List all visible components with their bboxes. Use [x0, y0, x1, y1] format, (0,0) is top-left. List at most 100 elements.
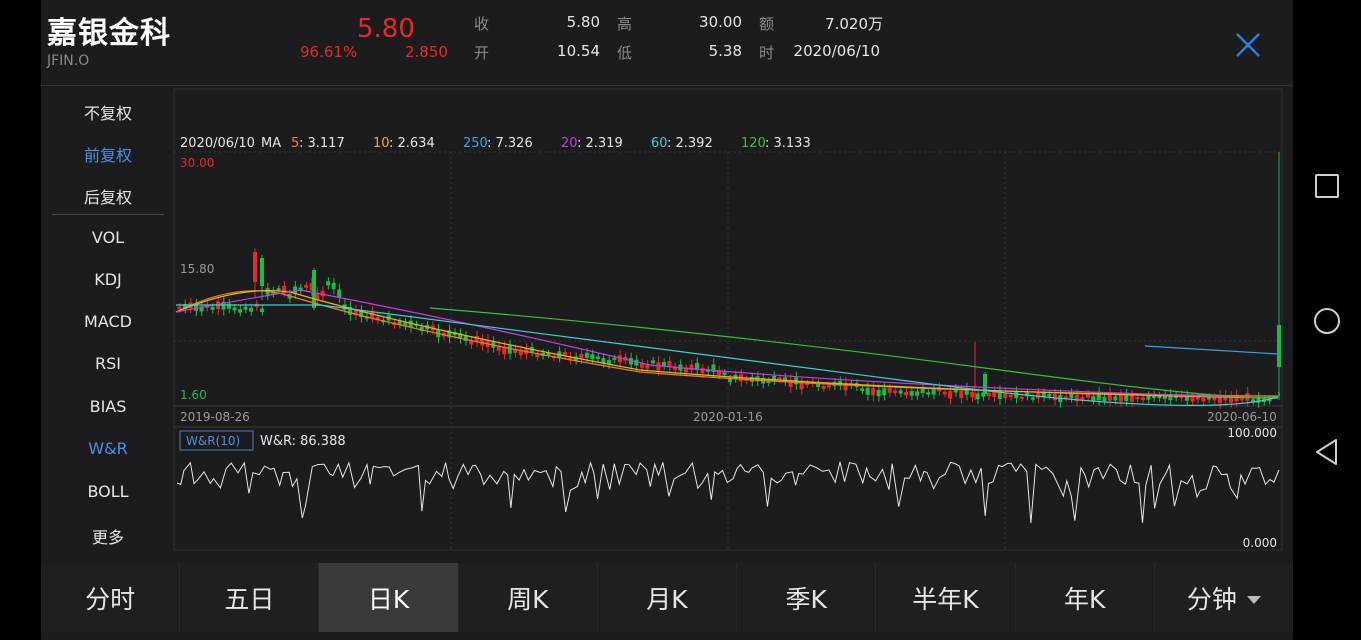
close-icon[interactable]	[1233, 30, 1263, 60]
candle-body	[1250, 399, 1255, 402]
ma-line-250	[1144, 345, 1279, 355]
candle-body	[1107, 392, 1112, 401]
menu-more[interactable]: 更多	[91, 528, 124, 547]
menu-bias[interactable]: BIAS	[89, 397, 127, 416]
tab-timeshare[interactable]: 分时	[41, 563, 181, 632]
menu-backward-adjusted[interactable]: 后复权	[83, 188, 132, 207]
menu-rsi[interactable]: RSI	[95, 354, 121, 373]
candle-body	[312, 270, 316, 308]
period-tabs: 分时 五日 日K 周K 月K 季K 半年K 年K 分钟	[41, 563, 1293, 632]
candle-body	[353, 309, 358, 316]
menu-boll[interactable]: BOLL	[87, 482, 129, 501]
candle-body	[375, 317, 380, 321]
candle-body	[975, 393, 980, 400]
ma-line-60	[176, 304, 1279, 406]
candle-body	[1217, 395, 1222, 404]
menu-macd[interactable]: MACD	[84, 312, 132, 331]
tab-daily-k[interactable]: 日K	[319, 563, 459, 632]
stat-label-time: 时	[759, 44, 775, 62]
candle-body	[253, 252, 257, 282]
candle-body	[882, 388, 887, 396]
candle-body	[1184, 395, 1189, 401]
candle-body	[970, 391, 975, 398]
candle-body	[628, 357, 633, 365]
stat-label-amount: 额	[759, 15, 775, 33]
candle-body	[359, 310, 364, 318]
candle-body	[711, 364, 716, 372]
tab-five-day[interactable]: 五日	[180, 563, 320, 632]
wr-y-bottom: 0.000	[1243, 536, 1277, 550]
candle-body	[1052, 393, 1057, 401]
stock-name: 嘉银金科	[47, 16, 171, 51]
candle-body	[337, 289, 342, 298]
stat-value-high: 30.00	[699, 13, 742, 31]
menu-forward-adjusted[interactable]: 前复权	[83, 146, 132, 165]
candle-body	[1146, 395, 1151, 400]
candle-body	[650, 360, 655, 364]
candle-body	[700, 368, 705, 374]
candle-body	[260, 258, 264, 286]
menu-kdj[interactable]: KDJ	[94, 270, 122, 289]
candle-body	[304, 284, 309, 288]
menu-wr[interactable]: W&R	[88, 439, 128, 458]
candle-body	[1124, 394, 1129, 402]
menu-unadjusted[interactable]: 不复权	[83, 104, 132, 123]
candle-body	[722, 372, 727, 375]
tab-label: 日K	[367, 584, 410, 614]
candle-body	[1096, 392, 1101, 400]
candle-body	[1206, 396, 1211, 400]
tab-monthly-k[interactable]: 月K	[597, 563, 738, 632]
candle-body	[210, 306, 215, 310]
tab-yearly-k[interactable]: 年K	[1015, 563, 1155, 632]
back-icon[interactable]	[1312, 437, 1342, 467]
x-label-end: 2020-06-10	[1207, 410, 1277, 424]
candle-body	[617, 355, 622, 363]
legend-key-10: 10	[373, 136, 390, 151]
current-price: 5.80	[357, 14, 415, 44]
candle-body	[1195, 396, 1200, 400]
candle-body	[1223, 394, 1228, 401]
candle-body	[474, 335, 479, 342]
candle-body	[661, 362, 666, 367]
candle-body	[612, 357, 617, 360]
menu-vol[interactable]: VOL	[91, 228, 125, 247]
candle-body	[331, 282, 336, 290]
candle-body	[513, 348, 518, 354]
candle-body	[518, 350, 523, 356]
tab-quarterly-k[interactable]: 季K	[737, 563, 877, 632]
y-label-top: 30.00	[180, 156, 214, 170]
tab-weekly-k[interactable]: 周K	[458, 563, 598, 632]
candle-body	[694, 362, 699, 370]
candle-body	[964, 388, 969, 395]
tab-minute[interactable]: 分钟	[1154, 563, 1293, 632]
candle-body	[469, 340, 474, 345]
recent-apps-icon[interactable]	[1313, 172, 1341, 200]
candle-body	[645, 364, 650, 369]
stat-label-close: 收	[474, 15, 490, 33]
candle-body	[639, 363, 644, 368]
candle-body	[1151, 394, 1156, 398]
candle-body	[799, 382, 804, 390]
candle-body	[898, 390, 903, 394]
stat-label-high: 高	[617, 15, 633, 33]
tab-half-year-k[interactable]: 半年K	[876, 563, 1016, 632]
tab-label: 周K	[507, 584, 549, 614]
wr-badge	[179, 430, 254, 451]
candle-body	[716, 370, 721, 375]
legend-key-250: 250	[463, 136, 488, 151]
candle-body	[348, 306, 353, 315]
candle-body	[282, 285, 287, 292]
candle-body	[981, 392, 986, 397]
candle-body	[243, 306, 248, 310]
candle-body	[1140, 397, 1145, 401]
legend-value-20: : 2.319	[577, 136, 623, 151]
home-icon[interactable]	[1311, 305, 1343, 337]
candle-body	[601, 358, 606, 364]
candle-body	[447, 330, 452, 338]
candle-body	[1228, 396, 1233, 403]
candle-body	[1201, 397, 1206, 402]
candle-body	[1036, 392, 1041, 399]
change-percent: 96.61%	[300, 43, 358, 61]
candle-body	[777, 377, 782, 380]
